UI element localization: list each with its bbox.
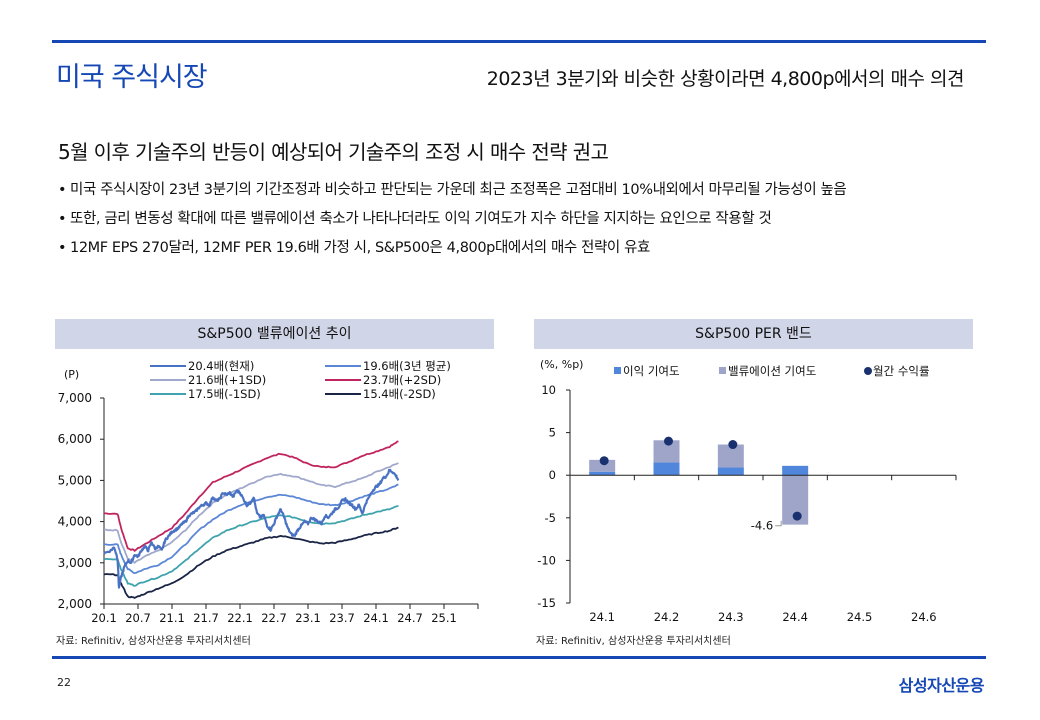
bullet-item: • 미국 주식시장이 23년 3분기의 기간조정과 비슷하고 판단되는 가운데 최… [58,180,847,209]
valuation-chart-source: 자료: Refinitiv, 삼성자산운용 투자리서치센터 [56,636,251,647]
valuation-chart-title: S&P500 밸류에이션 추이 [55,319,494,349]
bullet-marker: • [58,240,67,256]
valuation-y-tick-label: 4,000 [58,515,92,529]
bullet-item: • 또한, 금리 변동성 확대에 따른 밸류에이션 축소가 나타나더라도 이익 기… [58,209,846,238]
valuation-legend-label: 19.6배(3년 평균) [363,359,451,373]
per-band-chart-title: S&P500 PER 밴드 [534,319,973,349]
per-band-x-tick-label: 24.6 [911,610,937,624]
per-band-legend-swatch [614,367,621,374]
profit-contribution-bar [589,471,616,476]
profit-contribution-bar [782,465,809,476]
valuation-legend-label: 20.4배(현재) [188,359,254,373]
bullet-marker: • [58,211,67,227]
per-band-y-tick-label: 5 [549,426,556,440]
valuation-y-axis-unit: (P) [64,368,79,381]
brand-logo: 삼성자산운용 [898,676,985,695]
valuation-series-line [104,440,399,552]
valuation-x-tick-label: 20.7 [125,611,151,625]
per-band-y-axis-unit: (%, %p) [540,358,583,371]
per-band-y-tick-label: 10 [541,383,556,397]
valuation-series-line [103,468,400,589]
valuation-x-tick-label: 23.1 [295,611,321,625]
valuation-x-tick-label: 21.1 [159,611,185,625]
valuation-legend-label: 15.4배(-2SD) [363,387,436,401]
valuation-y-tick-label: 5,000 [58,473,92,487]
per-band-x-tick-label: 24.3 [718,610,744,624]
valuation-legend-label: 23.7배(+2SD) [363,373,441,387]
per-band-x-tick-label: 24.2 [654,610,680,624]
valuation-x-tick-label: 20.1 [91,611,117,625]
per-band-y-tick-label: -10 [537,553,556,567]
valuation-y-tick-label: 3,000 [58,556,92,570]
valuation-series-line [103,462,399,564]
valuation-y-tick-label: 6,000 [58,432,92,446]
bullet-text: 또한, 금리 변동성 확대에 따른 밸류에이션 축소가 나타나더라도 이익 기여… [70,211,772,227]
per-band-x-tick-label: 24.1 [589,610,615,624]
valuation-x-tick-label: 22.1 [227,611,253,625]
valuation-series-line [103,526,399,599]
profit-contribution-bar [717,467,744,476]
per-band-x-tick-label: 24.5 [847,610,873,624]
per-band-legend-label: 이익 기여도 [623,364,680,378]
per-band-legend-label: 월간 수익률 [873,364,930,378]
per-band-y-tick-label: -5 [545,511,556,525]
monthly-return-dot [728,440,738,450]
headline: 5월 이후 기술주의 반등이 예상되어 기술주의 조정 시 매수 전략 권고 [58,140,609,164]
top-rule [52,40,986,43]
valuation-x-tick-label: 24.7 [397,611,423,625]
bullet-item: • 12MF EPS 270달러, 12MF PER 19.6배 가정 시, S&… [58,238,846,267]
bullet-marker: • [58,182,67,198]
valuation-contribution-bar [653,440,680,463]
page-subtitle: 2023년 3분기와 비슷한 상황이라면 4,800p에서의 매수 의견 [486,68,965,90]
valuation-y-tick-label: 7,000 [58,391,92,405]
per-band-legend-swatch [719,367,726,374]
valuation-x-tick-label: 23.7 [329,611,355,625]
monthly-return-dot [664,436,673,446]
bullet-text: 12MF EPS 270달러, 12MF PER 19.6배 가정 시, S&P… [70,240,650,256]
valuation-series-line [103,483,399,574]
valuation-series-line [103,505,399,587]
bottom-rule [52,656,986,659]
per-band-data-label-leader [775,520,782,527]
per-band-chart-source: 자료: Refinitiv, 삼성자산운용 투자리서치센터 [536,636,731,647]
per-band-y-tick-label: 0 [549,468,556,482]
per-band-x-tick-label: 24.4 [782,610,808,624]
valuation-x-tick-label: 24.1 [363,611,389,625]
bullet-list: • 미국 주식시장이 23년 3분기의 기간조정과 비슷하고 판단되는 가운데 최… [58,180,847,267]
bullet-text: 미국 주식시장이 23년 3분기의 기간조정과 비슷하고 판단되는 가운데 최근… [70,182,847,198]
per-band-legend-swatch [864,367,872,375]
profit-contribution-bar [653,462,680,476]
monthly-return-dot [599,456,609,466]
valuation-x-tick-label: 21.7 [193,611,219,625]
per-band-legend-label: 밸류에이션 기여도 [728,364,816,378]
valuation-legend-label: 21.6배(+1SD) [188,373,266,387]
valuation-legend-label: 17.5배(-1SD) [188,387,261,401]
valuation-contribution-bar [589,459,616,472]
valuation-y-tick-label: 2,000 [58,597,92,611]
per-band-data-label: -4.6 [751,519,773,533]
page-number: 22 [57,676,71,689]
page-title: 미국 주식시장 [56,62,208,93]
monthly-return-dot [792,511,802,521]
valuation-contribution-bar [717,444,744,468]
valuation-x-tick-label: 25.1 [431,611,457,625]
valuation-x-tick-label: 22.7 [261,611,287,625]
per-band-y-tick-label: -15 [537,596,556,610]
